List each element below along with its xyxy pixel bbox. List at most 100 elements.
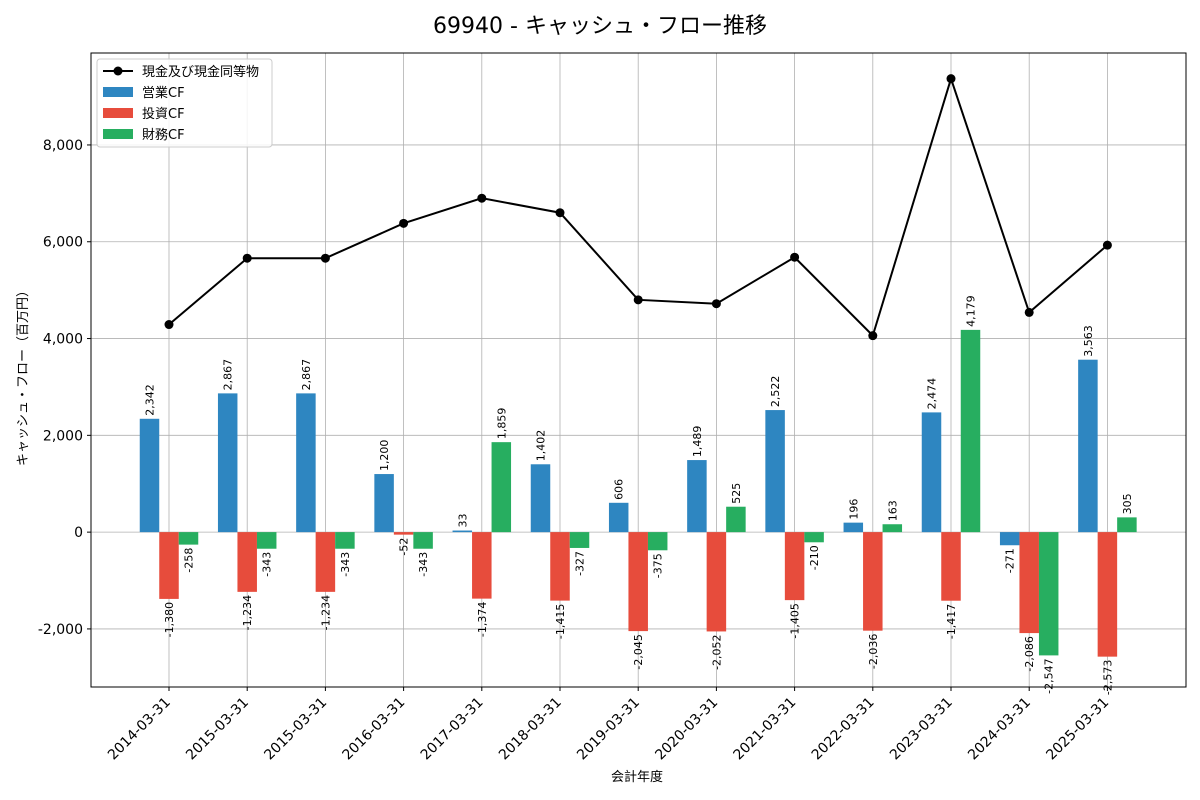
bar-投資CF bbox=[159, 532, 179, 599]
bar-value-label: -343 bbox=[339, 552, 352, 577]
legend-box bbox=[96, 58, 273, 148]
legend-line-dot bbox=[113, 66, 123, 76]
legend-label: 財務CF bbox=[142, 128, 185, 143]
bar-投資CF bbox=[1097, 532, 1118, 657]
x-tick-label: 2016-03-31 bbox=[340, 695, 409, 764]
y-tick-label: 2,000 bbox=[43, 428, 83, 444]
bar-value-label: -2,547 bbox=[1043, 658, 1056, 693]
bar-財務CF bbox=[960, 329, 981, 533]
bar-財務CF bbox=[1038, 532, 1059, 656]
bar-value-label: -343 bbox=[261, 552, 274, 577]
bar-value-label: -2,052 bbox=[710, 634, 723, 669]
bar-投資CF bbox=[628, 532, 648, 632]
bar-営業CF bbox=[296, 393, 316, 533]
bar-value-label: 33 bbox=[456, 514, 469, 528]
bar-value-label: -343 bbox=[417, 552, 430, 577]
legend-label: 投資CF bbox=[142, 106, 185, 122]
y-tick-label: 4,000 bbox=[43, 332, 83, 348]
bar-財務CF bbox=[413, 532, 433, 549]
bar-投資CF bbox=[784, 532, 805, 601]
bar-value-label: 2,474 bbox=[926, 378, 939, 410]
y-axis-label: キャッシュ・フロー（百万円） bbox=[16, 284, 31, 466]
bar-value-label: 525 bbox=[730, 483, 743, 504]
x-tick-label: 2017-03-31 bbox=[418, 695, 487, 764]
bar-財務CF bbox=[335, 532, 355, 549]
bar-value-label: -1,380 bbox=[163, 602, 176, 637]
bar-value-label: -2,573 bbox=[1101, 660, 1114, 695]
cash-line-point bbox=[320, 253, 330, 263]
bar-value-label: -1,415 bbox=[554, 604, 567, 639]
bar-投資CF bbox=[237, 532, 257, 592]
bar-value-label: 163 bbox=[886, 500, 899, 521]
cash-line-point bbox=[868, 331, 878, 341]
cash-line-point bbox=[164, 320, 174, 330]
bar-投資CF bbox=[1019, 532, 1039, 634]
bar-営業CF bbox=[765, 410, 785, 533]
bar-営業CF bbox=[1078, 359, 1098, 533]
legend-swatch bbox=[103, 87, 133, 97]
cash-line-point bbox=[711, 299, 721, 309]
x-axis-label: 会計年度 bbox=[611, 769, 663, 785]
bar-value-label: -1,374 bbox=[476, 602, 489, 637]
bar-value-label: 2,867 bbox=[222, 359, 235, 391]
cash-line-point bbox=[1024, 307, 1034, 317]
y-tick-label: 8,000 bbox=[43, 138, 83, 154]
legend-label: 営業CF bbox=[142, 85, 185, 101]
bar-series bbox=[139, 329, 1137, 657]
data-labels: 2,342 2,867 2,867 1,200 33 1,402 606 1,489 2,522… bbox=[144, 295, 1134, 695]
x-tick-label: 2023-03-31 bbox=[887, 695, 956, 764]
x-tick-label: 2015-03-31 bbox=[261, 695, 330, 764]
bar-value-label: -258 bbox=[183, 548, 196, 573]
bar-value-label: -271 bbox=[1004, 548, 1017, 573]
bar-value-label: 606 bbox=[613, 479, 626, 500]
bar-財務CF bbox=[1117, 517, 1137, 533]
x-tick-label: 2014-03-31 bbox=[105, 695, 174, 764]
bar-投資CF bbox=[706, 532, 727, 632]
bar-営業CF bbox=[452, 530, 473, 533]
bar-投資CF bbox=[863, 532, 883, 631]
cash-line-point bbox=[946, 74, 956, 84]
x-tick-label: 2020-03-31 bbox=[652, 695, 721, 764]
bar-value-label: -1,405 bbox=[789, 603, 802, 638]
bar-財務CF bbox=[726, 506, 746, 533]
bar-営業CF bbox=[921, 412, 942, 533]
legend-swatch bbox=[103, 108, 133, 118]
x-tick-label: 2018-03-31 bbox=[496, 695, 565, 764]
bar-value-label: -1,234 bbox=[241, 595, 254, 630]
chart-title: 69940 - キャッシュ・フロー推移 bbox=[433, 14, 767, 39]
bar-投資CF bbox=[315, 532, 336, 592]
bar-投資CF bbox=[393, 532, 414, 535]
bar-value-label: -52 bbox=[398, 538, 411, 556]
bar-value-label: 3,563 bbox=[1082, 325, 1095, 357]
bar-財務CF bbox=[882, 524, 903, 533]
bar-営業CF bbox=[843, 522, 864, 533]
bar-value-label: -2,086 bbox=[1023, 636, 1036, 671]
bar-営業CF bbox=[687, 460, 707, 533]
bar-財務CF bbox=[804, 532, 824, 543]
bar-財務CF bbox=[491, 442, 512, 533]
bar-財務CF bbox=[647, 532, 668, 551]
x-tick-label: 2021-03-31 bbox=[731, 695, 800, 764]
bar-投資CF bbox=[472, 532, 492, 599]
cash-line-point bbox=[477, 193, 487, 203]
bar-value-label: 2,342 bbox=[144, 384, 157, 416]
bar-営業CF bbox=[217, 393, 238, 533]
bar-value-label: 2,522 bbox=[769, 376, 782, 408]
bar-value-label: -375 bbox=[652, 553, 665, 578]
legend-swatch bbox=[103, 129, 133, 139]
cash-line-point bbox=[1102, 240, 1112, 250]
bar-value-label: 1,859 bbox=[495, 408, 508, 440]
cash-line-point bbox=[555, 208, 565, 218]
bar-営業CF bbox=[999, 532, 1020, 546]
legend-label: 現金及び現金同等物 bbox=[142, 64, 259, 80]
x-tick-label: 2022-03-31 bbox=[809, 695, 878, 764]
bar-value-label: -2,045 bbox=[632, 634, 645, 669]
bar-営業CF bbox=[139, 418, 160, 533]
cash-line-point bbox=[399, 218, 409, 228]
bar-value-label: 305 bbox=[1121, 493, 1134, 514]
bar-営業CF bbox=[530, 464, 551, 533]
bar-value-label: 2,867 bbox=[300, 359, 313, 391]
bar-財務CF bbox=[569, 532, 590, 548]
